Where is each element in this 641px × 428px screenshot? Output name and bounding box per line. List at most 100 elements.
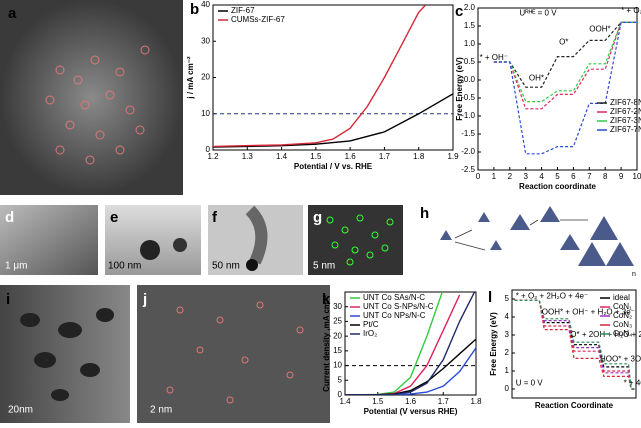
x-tick-label: 1.8 [413,152,425,161]
annotation: OH* [529,73,544,82]
x-axis-label: Potential (V versus RHE) [364,407,458,416]
x-tick-label: 1.4 [339,397,351,406]
x-tick-label: 2 [508,172,513,181]
series-line [493,21,637,103]
series-line [213,93,453,148]
y-tick-label: 15 [333,346,342,355]
legend-label: ZIF67-2N [610,107,641,116]
image-j [137,285,330,423]
annotation: HOO* + 3OH + e⁻ [600,354,641,363]
y-tick-label: 1 [505,366,510,375]
y-tick-label: 2 [505,348,510,357]
x-tick-label: 1 [492,172,497,181]
x-tick-label: 10 [633,172,641,181]
y-tick-label: 0 [505,384,510,393]
x-tick-label: 8 [603,172,608,181]
y-tick-label: 25 [333,317,342,326]
series-line [514,299,635,390]
x-tick-label: 3 [523,172,528,181]
x-tick-label: 1.9 [447,152,459,161]
y-tick-label: -0.5 [461,93,475,102]
particle [246,259,258,271]
pores [20,308,114,401]
panel-label: d [5,209,14,226]
y-tick-label: 0 [206,145,211,154]
atom-markers [45,45,150,165]
scale-label: 20nm [8,405,33,416]
tube [245,205,268,265]
x-tick-label: 0 [476,172,481,181]
x-tick-label: 1.6 [345,152,357,161]
panel-label: k [322,291,331,308]
legend-label: UNT Co SAs/N-C [363,293,425,302]
image-d [0,205,98,275]
annotation: Uᴿᴴᴱ = 0 V [519,9,557,18]
x-axis-label: Reaction coordinate [519,182,596,191]
image-i [0,285,130,423]
panel-label: a [8,5,17,22]
y-tick-label: 0.0 [464,75,476,84]
annotation: O* [559,37,568,46]
y-tick-label: -1.5 [461,129,475,138]
legend-label: CoN₃ [613,320,632,329]
atom-markers [166,301,304,404]
series-line [493,21,637,88]
y-tick-label: 5 [505,294,510,303]
legend-label: ZIF67-3N [610,116,641,125]
annotation: OOH* [589,25,610,34]
y-tick-label: 5 [338,375,343,384]
series-line [345,347,476,395]
x-tick-label: 1.4 [276,152,288,161]
schematic [440,206,634,266]
x-tick-label: 6 [571,172,576,181]
plot-frame [212,4,454,151]
annotation: * + O₂ [621,6,641,15]
legend-label: ZIF67-7N [610,125,641,134]
panel-label: e [110,209,118,226]
panel-label: j [142,291,147,308]
y-tick-label: -1.0 [461,111,475,120]
x-tick-label: 1.6 [405,397,417,406]
panel-label: l [488,289,492,306]
y-axis-label: j / mA cm⁻² [186,56,195,99]
y-tick-label: 40 [201,0,210,9]
annotation: * + OH⁻ [480,53,508,62]
x-tick-label: 9 [619,172,624,181]
y-tick-label: 30 [333,302,342,311]
y-tick-label: 10 [201,109,210,118]
y-tick-label: 3 [505,330,510,339]
panel-label: i [6,291,10,308]
y-tick-label: 1.5 [464,21,476,30]
image-g [308,205,403,275]
x-tick-label: 4 [539,172,544,181]
scale-label: 2 nm [150,405,172,416]
legend-label: CoN₁ [613,302,632,311]
panel-label: h [420,205,429,222]
legend-label: Pt/C [363,320,379,329]
legend-label: UNT Co S-NPs/N-C [363,302,434,311]
legend-label: ZIF-67 [231,6,255,15]
particle [173,238,187,252]
series-line [493,21,637,155]
scale-label: 1 μm [5,261,27,272]
y-tick-label: -2.0 [461,147,475,156]
legend-label: CoN₄ [613,329,632,338]
y-tick-label: -2.5 [461,165,475,174]
y-axis-label: Free Energy (eV) [489,312,498,376]
panel-label: b [190,1,199,18]
x-axis-label: Potential / V vs. RHE [294,162,373,171]
arrows [454,219,588,251]
panel-label: g [313,209,322,226]
y-axis-label: Current density ,mA cm⁻² [322,295,331,392]
y-tick-label: 10 [333,361,342,370]
particle [140,240,160,260]
annotation: U = 0 V [516,379,544,388]
x-axis-label: Reaction Coordinate [535,401,614,410]
series-line [213,5,427,148]
x-tick-label: 5 [555,172,560,181]
x-tick-label: 1.8 [470,397,482,406]
legend-label: CUMSs-ZIF-67 [231,15,285,24]
legend-label: IrO₂ [363,329,377,338]
series-line [514,299,635,390]
